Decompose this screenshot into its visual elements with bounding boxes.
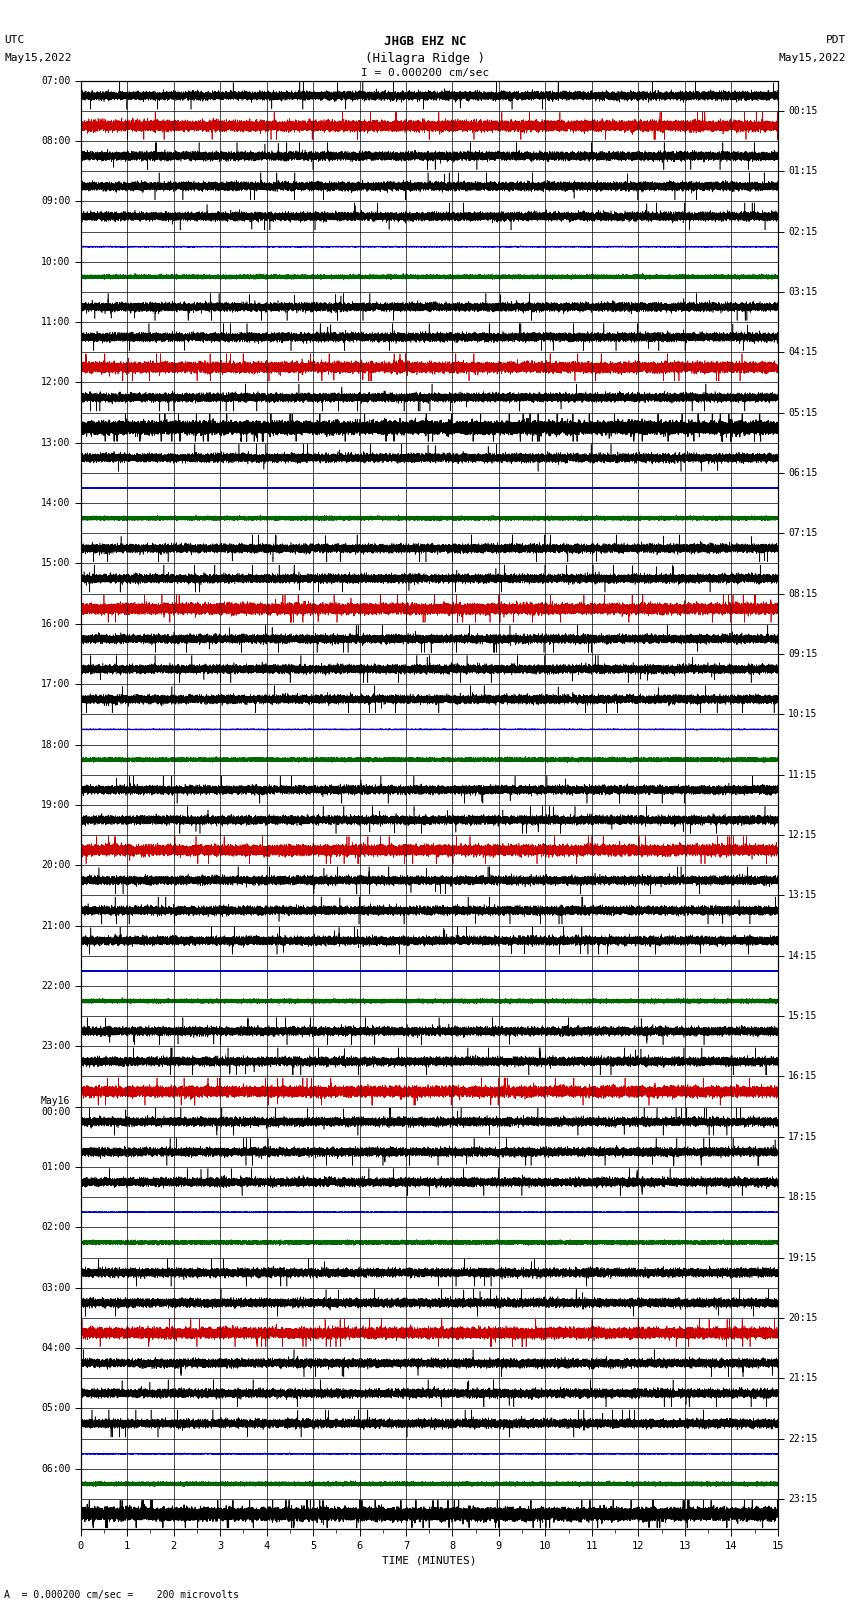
Text: I = 0.000200 cm/sec: I = 0.000200 cm/sec	[361, 68, 489, 77]
X-axis label: TIME (MINUTES): TIME (MINUTES)	[382, 1555, 477, 1565]
Text: A  = 0.000200 cm/sec =    200 microvolts: A = 0.000200 cm/sec = 200 microvolts	[4, 1590, 239, 1600]
Text: May15,2022: May15,2022	[4, 53, 71, 63]
Text: UTC: UTC	[4, 35, 25, 45]
Text: PDT: PDT	[825, 35, 846, 45]
Text: May15,2022: May15,2022	[779, 53, 846, 63]
Text: (Hilagra Ridge ): (Hilagra Ridge )	[365, 52, 485, 65]
Text: JHGB EHZ NC: JHGB EHZ NC	[383, 35, 467, 48]
